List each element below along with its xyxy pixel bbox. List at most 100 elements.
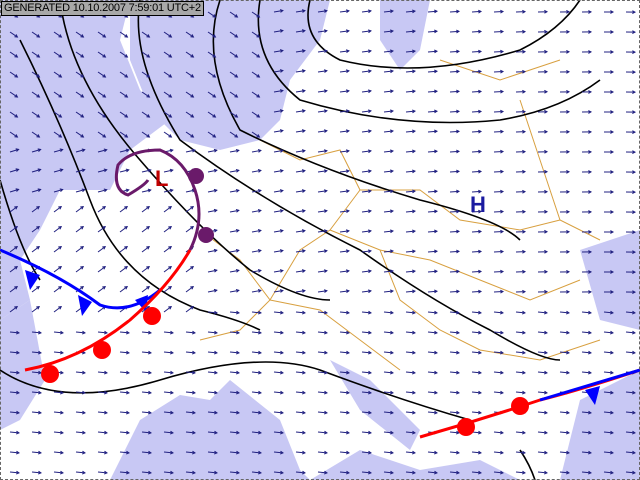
- wind-arrow-head: [389, 189, 394, 194]
- wind-arrow-head: [191, 470, 196, 475]
- wind-arrow-head: [323, 269, 328, 273]
- wind-arrow: [295, 110, 305, 113]
- wind-arrow-head: [389, 49, 394, 54]
- wind-arrow: [31, 51, 40, 58]
- warm-front: [24, 249, 192, 372]
- wind-arrow: [449, 250, 460, 253]
- wind-arrow: [119, 351, 130, 354]
- wind-arrow: [405, 451, 416, 454]
- wind-arrow: [97, 91, 106, 98]
- wind-arrow: [75, 371, 86, 374]
- wind-arrow: [537, 351, 548, 354]
- wind-arrow: [559, 351, 570, 354]
- wind-arrow-head: [345, 370, 350, 375]
- wind-arrow: [559, 331, 570, 334]
- wind-arrow: [339, 150, 349, 153]
- wind-arrow-head: [15, 148, 20, 152]
- wind-arrow-head: [609, 430, 614, 435]
- wind-arrow-head: [14, 54, 19, 58]
- wind-arrow: [9, 411, 20, 414]
- wind-arrow-head: [146, 205, 151, 210]
- wind-arrow: [119, 331, 130, 334]
- wind-arrow-head: [610, 250, 615, 254]
- wind-arrow: [185, 371, 196, 374]
- wind-arrow-head: [213, 208, 218, 213]
- wind-arrow-head: [456, 9, 461, 14]
- wind-arrow: [119, 246, 128, 253]
- wind-arrow-head: [411, 350, 416, 355]
- wind-arrow: [427, 471, 438, 474]
- wind-arrow: [163, 371, 174, 374]
- wind-arrow-head: [566, 229, 571, 234]
- wind-arrow: [141, 431, 152, 434]
- black-sea: [580, 230, 640, 330]
- wind-arrow-head: [566, 29, 571, 34]
- wind-arrow: [9, 246, 18, 253]
- wind-arrow-head: [345, 269, 350, 274]
- wind-arrow-head: [367, 310, 372, 315]
- wind-arrow-head: [168, 305, 173, 310]
- wind-arrow-head: [588, 70, 593, 74]
- wind-arrow: [449, 391, 460, 394]
- wind-arrow-head: [191, 430, 196, 435]
- wind-arrow-head: [500, 209, 505, 214]
- wind-arrow: [471, 451, 482, 454]
- wind-arrow: [273, 451, 284, 454]
- wind-arrow: [471, 351, 482, 354]
- wind-arrow-head: [256, 74, 261, 78]
- wind-arrow-head: [190, 205, 195, 210]
- wind-arrow-head: [544, 289, 549, 294]
- wind-arrow: [383, 150, 394, 153]
- wind-arrow-head: [58, 74, 63, 78]
- wind-arrow-head: [478, 109, 483, 114]
- wind-arrow-head: [256, 34, 261, 38]
- wind-arrow-head: [235, 390, 240, 395]
- wind-arrow: [471, 471, 482, 474]
- wind-arrow-head: [235, 470, 240, 475]
- wind-arrow: [559, 431, 570, 434]
- wind-arrow: [251, 149, 261, 153]
- wind-arrow: [603, 331, 614, 334]
- wind-arrow-head: [213, 470, 218, 475]
- wind-arrow-head: [169, 390, 174, 395]
- wind-arrow-head: [257, 149, 262, 153]
- generated-timestamp: GENERATED 10.10.2007 7:59:01 UTC+2: [1, 1, 204, 16]
- wind-arrow-head: [323, 209, 328, 213]
- wind-arrow: [163, 391, 174, 394]
- wind-arrow-head: [279, 229, 284, 233]
- wind-arrow: [317, 290, 327, 293]
- wind-arrow: [361, 391, 372, 394]
- wind-arrow-head: [147, 430, 152, 435]
- wind-arrow-head: [412, 269, 416, 274]
- wind-arrow-head: [323, 89, 328, 93]
- wind-arrow-head: [168, 245, 173, 250]
- wind-arrow: [251, 249, 261, 253]
- wind-arrow-head: [632, 110, 637, 114]
- wind-arrow-head: [103, 148, 108, 153]
- wind-arrow: [339, 290, 349, 293]
- wind-arrow: [471, 411, 482, 414]
- wind-arrow: [31, 391, 42, 394]
- wind-arrow-head: [434, 289, 439, 294]
- wind-arrow: [537, 411, 548, 414]
- wind-arrow: [295, 50, 305, 53]
- wind-arrow-head: [632, 210, 637, 214]
- wind-arrow: [449, 371, 460, 374]
- wind-arrow-head: [433, 450, 438, 455]
- wind-arrow-head: [213, 168, 218, 173]
- wind-arrow-head: [102, 205, 107, 210]
- wind-arrow-head: [389, 9, 394, 14]
- wind-arrow: [405, 250, 416, 253]
- wind-arrow: [625, 311, 636, 314]
- wind-arrow: [317, 431, 328, 434]
- wind-arrow-head: [478, 229, 483, 234]
- wind-arrow: [251, 31, 260, 38]
- wind-arrow-head: [500, 29, 505, 34]
- wind-arrow: [119, 431, 130, 434]
- wind-arrow-head: [455, 410, 460, 415]
- wind-arrow: [449, 190, 460, 193]
- wind-arrow-head: [59, 430, 64, 435]
- wind-arrow: [75, 391, 86, 394]
- wind-arrow: [141, 391, 152, 394]
- wind-arrow-head: [631, 310, 636, 315]
